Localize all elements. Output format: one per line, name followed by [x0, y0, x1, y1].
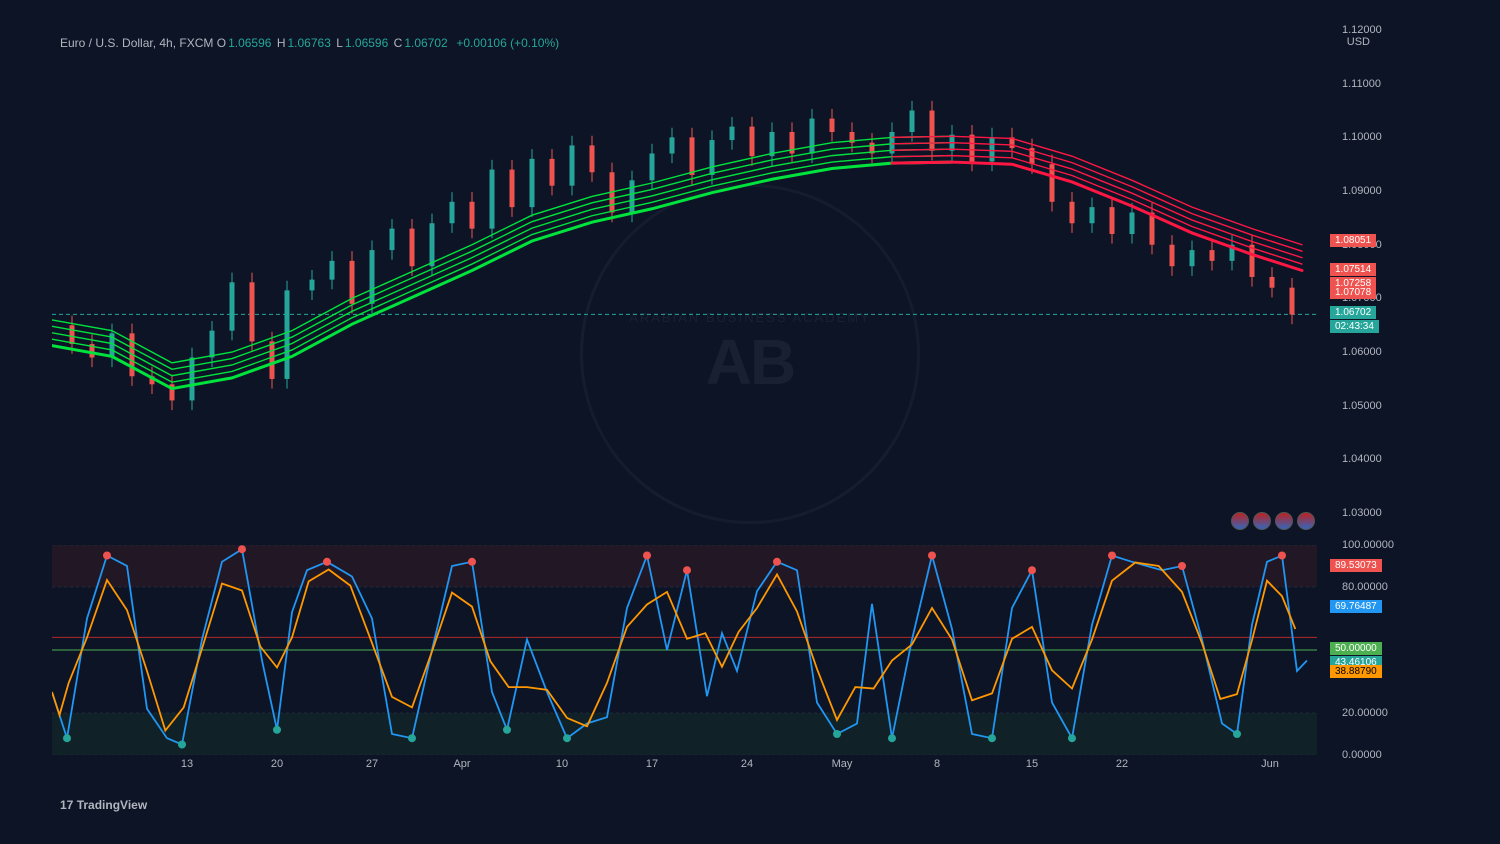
flag-icon[interactable]	[1253, 512, 1271, 530]
open-value: 1.06596	[228, 36, 271, 50]
oscillator-chart[interactable]	[52, 545, 1317, 755]
price-tick: 1.06000	[1342, 346, 1382, 358]
osc-tick: 0.00000	[1342, 749, 1382, 761]
price-tag: 1.07078	[1330, 286, 1376, 299]
open-label: O	[217, 36, 226, 50]
time-tick: 27	[366, 758, 378, 770]
osc-tick: 80.00000	[1342, 581, 1388, 593]
osc-tick: 89.53073	[1330, 559, 1382, 572]
price-tag: 1.07514	[1330, 263, 1376, 276]
close-value: 1.06702	[404, 36, 447, 50]
time-tick: 10	[556, 758, 568, 770]
oscillator-axis[interactable]: 100.0000089.5307380.0000069.7648750.0000…	[1322, 545, 1402, 755]
economic-event-flags[interactable]	[1231, 512, 1315, 530]
time-tick: Apr	[453, 758, 470, 770]
time-tick: 13	[181, 758, 193, 770]
low-value: 1.06596	[345, 36, 388, 50]
price-tick: 1.09000	[1342, 185, 1382, 197]
flag-icon[interactable]	[1297, 512, 1315, 530]
time-axis[interactable]: 13 20 27 Apr 10 17 24 May 8 15 22 Jun	[52, 758, 1317, 778]
time-tick: 24	[741, 758, 753, 770]
price-tick: 1.12000	[1342, 24, 1382, 36]
time-tick: 8	[934, 758, 940, 770]
time-tick: 22	[1116, 758, 1128, 770]
close-label: C	[394, 36, 403, 50]
change-value: +0.00106 (+0.10%)	[456, 36, 559, 50]
time-tick: May	[832, 758, 853, 770]
price-tick: 1.04000	[1342, 453, 1382, 465]
price-tick: 1.11000	[1342, 78, 1381, 90]
high-label: H	[277, 36, 286, 50]
price-chart[interactable]	[52, 30, 1317, 540]
time-tick: 20	[271, 758, 283, 770]
time-tick: 17	[646, 758, 658, 770]
countdown-tag: 02:43:34	[1330, 320, 1379, 333]
symbol-title[interactable]: Euro / U.S. Dollar, 4h, FXCM	[60, 36, 213, 50]
osc-tick: 50.00000	[1330, 642, 1382, 655]
osc-tick: 20.00000	[1342, 707, 1388, 719]
osc-tick: 100.00000	[1342, 539, 1394, 551]
chart-header: Euro / U.S. Dollar, 4h, FXCM O1.06596 H1…	[60, 36, 561, 50]
low-label: L	[336, 36, 343, 50]
high-value: 1.06763	[287, 36, 330, 50]
price-tag: 1.08051	[1330, 234, 1376, 247]
tradingview-logo[interactable]: 17 TradingView	[60, 798, 147, 812]
price-tick: 1.10000	[1342, 131, 1382, 143]
time-tick: Jun	[1261, 758, 1279, 770]
price-tick: 1.05000	[1342, 400, 1382, 412]
flag-icon[interactable]	[1275, 512, 1293, 530]
osc-tick: 38.88790	[1330, 665, 1382, 678]
flag-icon[interactable]	[1231, 512, 1249, 530]
price-tag: 1.06702	[1330, 306, 1376, 319]
price-axis[interactable]: 1.030001.040001.050001.060001.070001.080…	[1322, 30, 1402, 540]
price-tick: 1.03000	[1342, 507, 1382, 519]
time-tick: 15	[1026, 758, 1038, 770]
osc-tick: 69.76487	[1330, 600, 1382, 613]
